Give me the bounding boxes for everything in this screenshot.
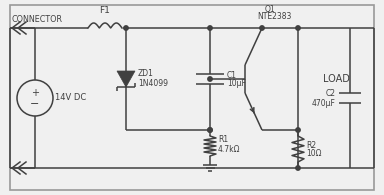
Text: 14V DC: 14V DC: [55, 93, 86, 103]
Text: R2: R2: [306, 141, 316, 150]
Polygon shape: [117, 71, 135, 87]
Text: CONNECTOR: CONNECTOR: [12, 15, 63, 24]
Text: C1: C1: [227, 71, 237, 80]
Text: 10Ω: 10Ω: [306, 150, 321, 159]
Text: −: −: [30, 99, 40, 109]
Circle shape: [208, 128, 212, 132]
Text: 4.7kΩ: 4.7kΩ: [218, 145, 240, 154]
Text: LOAD: LOAD: [323, 74, 349, 84]
Text: NTE2383: NTE2383: [257, 12, 291, 21]
Circle shape: [296, 26, 300, 30]
Text: 1N4099: 1N4099: [138, 80, 168, 89]
Text: +: +: [31, 88, 39, 98]
Text: R1: R1: [218, 136, 228, 144]
Circle shape: [208, 26, 212, 30]
Circle shape: [296, 128, 300, 132]
Text: Q1: Q1: [265, 5, 276, 14]
Text: F1: F1: [99, 6, 111, 15]
Circle shape: [208, 128, 212, 132]
Text: 470μF: 470μF: [312, 98, 336, 107]
Circle shape: [124, 26, 128, 30]
Text: C2: C2: [326, 90, 336, 98]
Circle shape: [208, 77, 212, 81]
Text: 10μF: 10μF: [227, 80, 246, 89]
Circle shape: [260, 26, 264, 30]
Circle shape: [296, 166, 300, 170]
Text: ZD1: ZD1: [138, 69, 154, 79]
